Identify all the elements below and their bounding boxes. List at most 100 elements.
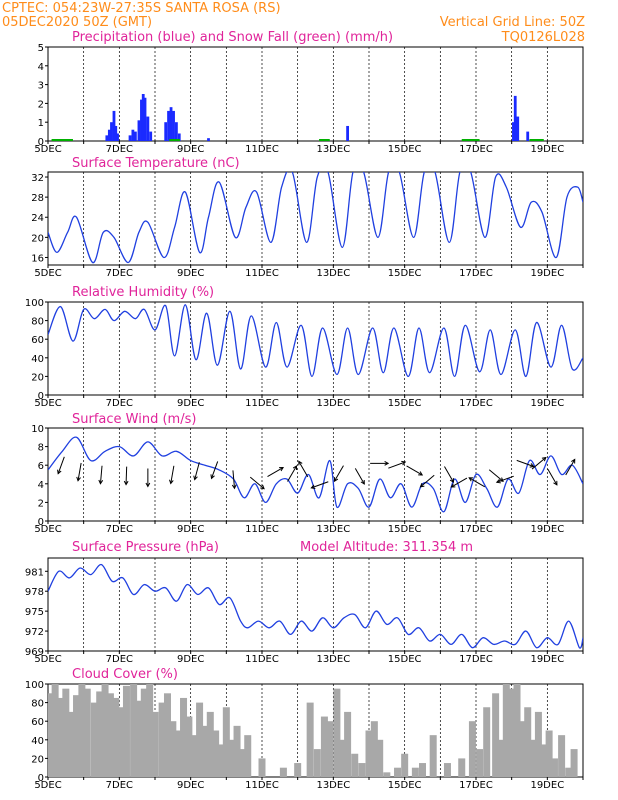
- x-tick-label: 9DEC: [177, 524, 204, 535]
- header-model-code: TQ0126L028: [501, 30, 585, 45]
- y-tick-label: 80: [31, 699, 44, 710]
- y-tick-label: 981: [25, 567, 44, 578]
- wind-arrow-shaft: [194, 462, 200, 480]
- precip-bar: [146, 116, 150, 141]
- wind-arrow-shaft: [125, 466, 128, 485]
- cloud-bar: [244, 735, 252, 777]
- panel-frame-temp: [47, 171, 584, 266]
- cloud-bar: [180, 697, 188, 777]
- wind-arrow-shaft: [406, 465, 423, 476]
- precip-bar: [107, 129, 111, 141]
- cloud-bar: [326, 721, 334, 777]
- x-tick-label: 19DEC: [530, 654, 564, 665]
- wind-arrow-head: [384, 460, 390, 466]
- wind-arrow-head: [418, 471, 424, 476]
- precip-bar: [207, 138, 210, 141]
- y-tick-label: 2: [38, 498, 44, 509]
- y-tick-label: 972: [25, 627, 44, 638]
- cloud-bar: [190, 735, 198, 777]
- cloud-bar: [206, 711, 214, 777]
- cloud-bar: [529, 739, 537, 777]
- panel-frame-rh: [47, 301, 584, 396]
- precip-bar: [346, 125, 349, 141]
- precip-bar: [172, 110, 175, 141]
- y-tick-label: 8: [38, 443, 44, 454]
- x-tick-label: 9DEC: [177, 268, 204, 279]
- x-tick-label: 11DEC: [245, 654, 279, 665]
- wind-arrow-shaft: [420, 474, 435, 488]
- cloud-bar: [468, 721, 476, 777]
- x-tick-label: 11DEC: [245, 144, 279, 155]
- precip-bar: [512, 122, 515, 141]
- precip-bar: [169, 107, 173, 141]
- cloud-bar: [351, 753, 359, 777]
- precip-bar: [105, 135, 109, 141]
- cloud-bar: [78, 684, 86, 777]
- x-tick-label: 7DEC: [106, 268, 133, 279]
- wind-arrow-head: [123, 480, 129, 486]
- cloud-bar: [458, 758, 466, 777]
- cloud-bar: [320, 716, 328, 777]
- cloud-bar: [222, 707, 230, 777]
- x-tick-label: 9DEC: [177, 654, 204, 665]
- wind-arrow-head: [193, 475, 198, 481]
- wind-arrow-head: [360, 479, 365, 485]
- cloud-bar: [83, 688, 91, 777]
- precip-bar: [137, 120, 141, 141]
- panel-temp: Surface Temperature (nC) 5DEC 7DEC 9DEC 11DE…: [31, 156, 584, 279]
- x-tick-label: 17DEC: [459, 780, 493, 791]
- x-tick-label: 15DEC: [388, 654, 422, 665]
- cloud-bar: [163, 693, 171, 777]
- x-tick-label: 7DEC: [106, 780, 133, 791]
- cloud-bar: [212, 730, 220, 777]
- panel-data-rh: [48, 304, 583, 378]
- x-tick-label: 17DEC: [459, 144, 493, 155]
- wind-arrow-shaft: [496, 475, 514, 483]
- panel-pres: Surface Pressure (hPa) Model Altitude: 31…: [25, 540, 584, 665]
- wind-arrow-shaft: [388, 461, 406, 469]
- cloud-bar: [492, 693, 500, 777]
- series-line-rh: [48, 304, 583, 378]
- wind-arrow-head: [419, 482, 425, 488]
- precip-bar: [114, 125, 118, 141]
- x-tick-label: 5DEC: [34, 780, 61, 791]
- precip-bar: [116, 133, 119, 141]
- panel-data-pres: [48, 563, 583, 649]
- wind-arrow-shaft: [451, 477, 468, 488]
- panel-title-temp: Surface Temperature (nC): [72, 156, 240, 171]
- precip-bar: [110, 122, 113, 141]
- y-tick-label: 2: [38, 99, 44, 110]
- x-tick-label: 13DEC: [316, 144, 350, 155]
- panel-data-cloud: [48, 684, 578, 777]
- precip-bar: [164, 122, 168, 141]
- wind-arrow-head: [495, 478, 501, 484]
- x-tick-label: 13DEC: [316, 524, 350, 535]
- cloud-bar: [565, 767, 573, 777]
- y-tick-label: 975: [25, 607, 44, 618]
- wind-arrow-shaft: [444, 466, 454, 483]
- cloud-bar: [117, 707, 125, 777]
- cloud-bar: [540, 744, 548, 777]
- y-tick-label: 24: [31, 213, 44, 224]
- x-tick-label: 5DEC: [34, 524, 61, 535]
- x-tick-label: 19DEC: [530, 268, 564, 279]
- x-tick-label: 9DEC: [177, 398, 204, 409]
- cloud-bar: [524, 707, 532, 777]
- y-tick-label: 60: [31, 717, 44, 728]
- x-tick-label: 7DEC: [106, 398, 133, 409]
- cloud-bar: [217, 744, 225, 777]
- x-tick-label: 13DEC: [316, 398, 350, 409]
- wind-arrow-head: [529, 463, 535, 468]
- wind-arrow-head: [553, 480, 558, 486]
- cloud-bar: [545, 730, 553, 777]
- x-tick-label: 19DEC: [530, 524, 564, 535]
- panel-rh: Relative Humidity (%) 5DEC 7DEC 9DEC 11DEC 13…: [25, 285, 584, 409]
- cloud-bar: [51, 684, 59, 777]
- panel-data-precip: [51, 94, 544, 141]
- wind-arrow-head: [210, 474, 215, 480]
- cloud-bar: [106, 693, 114, 777]
- cloud-bar: [294, 763, 302, 777]
- wind-arrow-head: [468, 477, 474, 482]
- panel-wind: Surface Wind (m/s) 5DEC 7DEC 9DEC 11DEC 13DEC…: [31, 412, 584, 535]
- y-tick-label: 40: [31, 736, 44, 747]
